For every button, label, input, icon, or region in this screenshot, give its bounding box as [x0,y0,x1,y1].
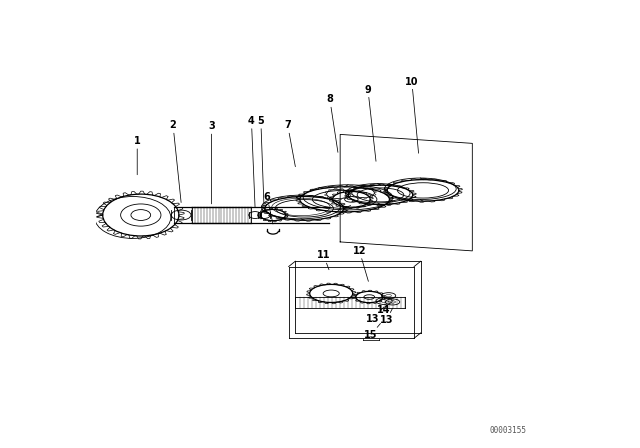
Text: 11: 11 [317,250,330,270]
Text: 1: 1 [134,136,141,175]
Text: 3: 3 [208,121,215,204]
Text: 5: 5 [257,116,264,207]
Text: 13: 13 [365,307,384,324]
Text: 9: 9 [365,85,376,161]
Text: 6: 6 [264,192,273,224]
Text: 7: 7 [284,121,296,167]
Text: 10: 10 [405,77,419,153]
Text: 2: 2 [170,121,181,202]
Text: 4: 4 [248,116,255,207]
Text: 12: 12 [353,246,369,281]
Text: 14: 14 [378,301,391,315]
Text: 15: 15 [364,323,380,340]
Text: 13: 13 [380,308,393,325]
Text: 00003155: 00003155 [489,426,526,435]
Text: 8: 8 [326,95,338,152]
